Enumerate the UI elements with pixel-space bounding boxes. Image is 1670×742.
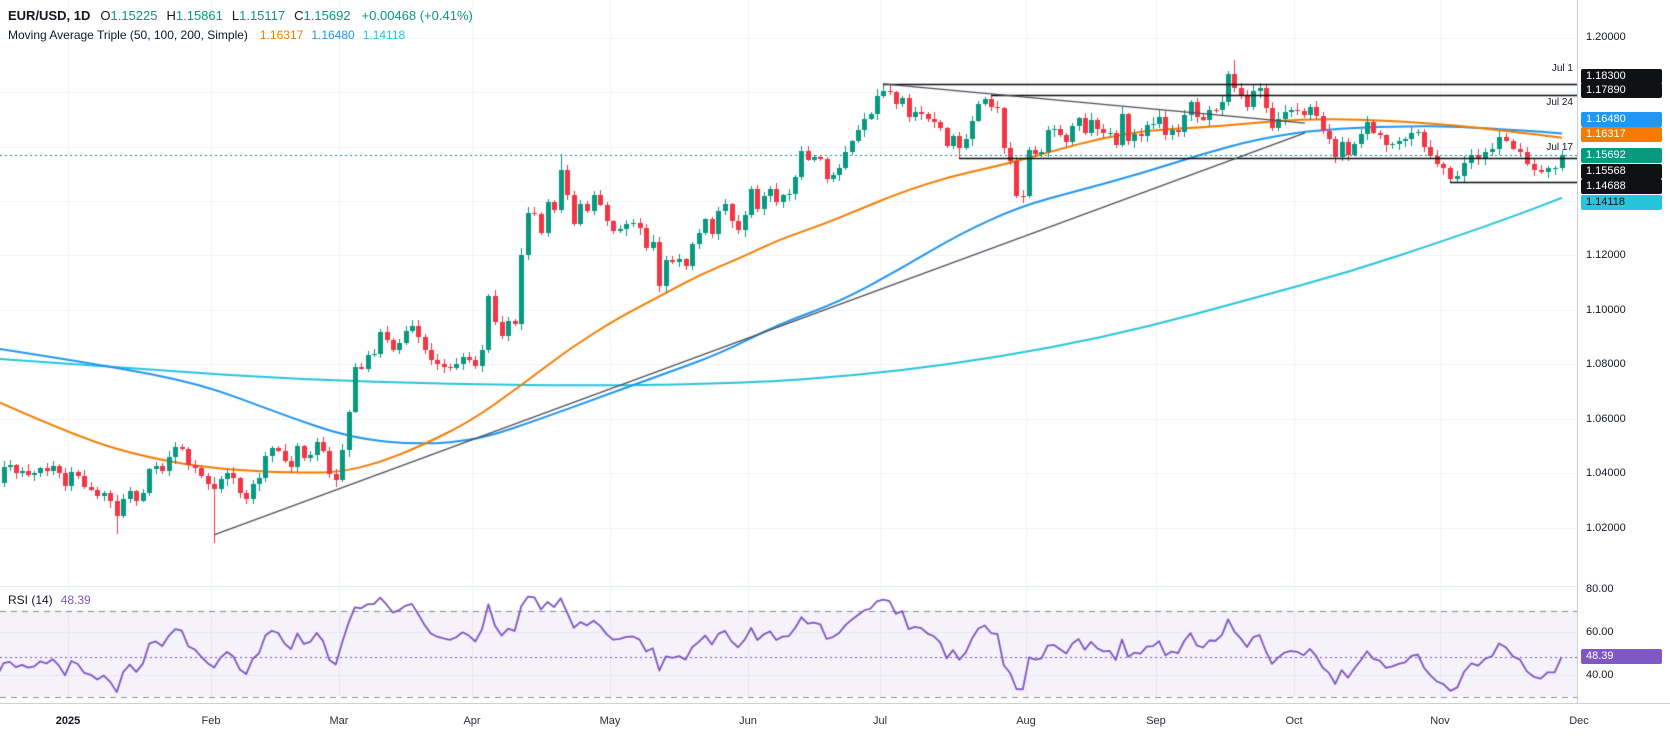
price-axis-label: 1.20000 (1586, 31, 1626, 43)
rsi-title[interactable]: RSI (14) (8, 593, 53, 607)
sma50-value: 1.16317 (259, 28, 304, 42)
time-axis[interactable]: 2025 Feb Mar Apr May Jun Jul Aug Sep Oct Nov Dec (0, 703, 1670, 742)
symbol-row: EUR/USD, 1D O1.15225 H1.15861 L1.15117 C1.15… (8, 7, 473, 24)
level-date-label: Jul 24 (1546, 97, 1573, 108)
rsi-value: 48.39 (60, 593, 91, 607)
price-badge: 1.14118 (1581, 194, 1662, 210)
price-badge: 1.17890 (1581, 82, 1662, 98)
time-axis-label-aug: Aug (1016, 715, 1036, 727)
price-badge: 1.16480 (1581, 111, 1662, 127)
price-axis[interactable]: 1.20000 1.12000 1.10000 1.08000 1.06000 1.040… (1577, 0, 1670, 703)
rsi-legend: RSI (14) 48.39 (8, 593, 91, 607)
ohlc-close: C1.15692 (294, 8, 351, 23)
price-badge: 1.15692 (1581, 147, 1662, 163)
price-axis-label: 1.02000 (1586, 521, 1626, 534)
price-badge: 1.14688 (1581, 178, 1662, 194)
price-chart-canvas[interactable] (0, 0, 1577, 703)
price-axis-label: 1.08000 (1586, 358, 1626, 370)
time-axis-label-2025: 2025 (55, 715, 81, 727)
candlestick-pane[interactable] (0, 0, 1577, 586)
price-badge: 1.16317 (1581, 126, 1662, 142)
sma200-value: 1.14118 (362, 28, 406, 42)
level-date-label: Jul 17 (1546, 142, 1573, 153)
ohlc-open: O1.15225 (100, 8, 158, 23)
time-axis-label-apr: Apr (463, 715, 481, 727)
sma100-value: 1.16480 (311, 28, 355, 42)
rsi-axis-label: 80.00 (1586, 582, 1614, 595)
time-axis-label-nov: Nov (1430, 715, 1450, 727)
time-axis-label-may: May (599, 715, 621, 727)
price-badge: 1.18300 (1581, 68, 1662, 84)
price-axis-label: 1.12000 (1586, 249, 1626, 261)
time-axis-label-oct: Oct (1285, 715, 1303, 727)
price-axis-label: 1.06000 (1586, 412, 1626, 425)
rsi-axis-label: 60.00 (1586, 625, 1614, 638)
time-axis-label-sep: Sep (1146, 715, 1166, 727)
time-axis-label-feb: Feb (201, 715, 221, 727)
time-axis-label-jul: Jul (872, 715, 888, 727)
chart-legend: EUR/USD, 1D O1.15225 H1.15861 L1.15117 C1.15… (8, 7, 473, 44)
indicator-title[interactable]: Moving Average Triple (50, 100, 200, Sim… (8, 28, 248, 42)
pane-separator[interactable] (0, 586, 1577, 587)
rsi-pane[interactable] (0, 587, 1577, 703)
price-axis-label: 1.04000 (1586, 467, 1626, 479)
rsi-axis-label: 40.00 (1586, 668, 1614, 681)
change-value: +0.00468 (+0.41%) (361, 8, 473, 23)
symbol-title[interactable]: EUR/USD, 1D (8, 8, 91, 23)
level-date-label: Jul 1 (1551, 63, 1573, 74)
time-axis-label-mar: Mar (329, 715, 349, 727)
price-badge: 1.15568 (1581, 163, 1662, 179)
ohlc-high: H1.15861 (166, 8, 223, 23)
rsi-badge: 48.39 (1581, 649, 1662, 665)
time-axis-label-dec: Dec (1569, 715, 1589, 727)
ohlc-low: L1.15117 (231, 8, 286, 23)
indicator-row: Moving Average Triple (50, 100, 200, Sim… (8, 27, 473, 44)
time-axis-label-jun: Jun (739, 715, 757, 727)
price-axis-label: 1.10000 (1586, 303, 1626, 316)
